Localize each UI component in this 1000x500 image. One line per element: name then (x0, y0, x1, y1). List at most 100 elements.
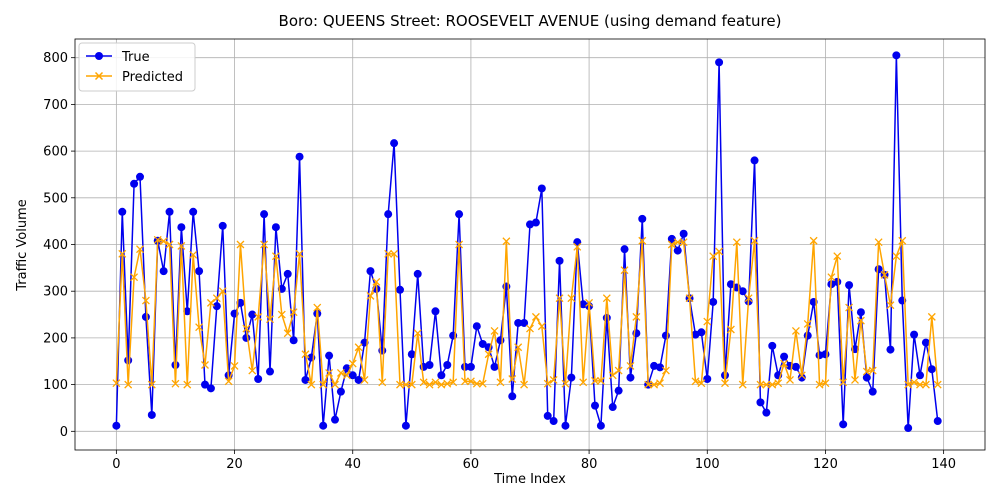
data-point-predicted (709, 252, 718, 261)
data-point-predicted (484, 350, 493, 359)
data-point-true (555, 256, 564, 265)
data-point-true (331, 415, 339, 424)
legend-box (78, 42, 196, 92)
data-point-true (543, 411, 552, 420)
data-point-true (656, 363, 664, 372)
data-point-predicted (585, 298, 594, 307)
data-point-true (697, 328, 706, 337)
data-point-true (514, 318, 523, 327)
data-point-predicted (390, 249, 399, 258)
x-tick-label: 20 (226, 457, 243, 472)
data-point-predicted (650, 380, 659, 389)
data-point-true (573, 238, 582, 247)
data-point-predicted (916, 380, 924, 389)
y-tick-label: 400 (43, 238, 68, 253)
data-point-predicted (153, 235, 162, 244)
data-point-predicted (526, 324, 534, 333)
data-point-predicted (490, 326, 499, 335)
data-point-true (567, 373, 576, 382)
legend-true-label: True (121, 50, 150, 65)
data-point-true (839, 420, 848, 429)
data-point-predicted (260, 240, 269, 249)
data-point-predicted (715, 247, 724, 256)
data-point-predicted (697, 379, 706, 388)
data-point-true (490, 362, 499, 371)
data-point-predicted (898, 236, 907, 245)
data-point-true (496, 336, 505, 345)
data-point-predicted (691, 377, 700, 386)
data-point-predicted (431, 378, 440, 387)
data-point-predicted (851, 375, 859, 384)
data-point-true (868, 387, 877, 396)
data-point-true (709, 297, 718, 306)
data-point-true (478, 339, 487, 348)
data-point-predicted (206, 298, 215, 307)
data-point-predicted (880, 270, 889, 279)
x-tick-label: 140 (931, 457, 956, 472)
data-point-predicted (307, 380, 316, 389)
data-point-predicted (319, 380, 328, 389)
y-tick-label: 500 (43, 191, 68, 206)
data-point-predicted (874, 238, 883, 247)
data-point-predicted (201, 361, 209, 369)
data-point-predicted (407, 380, 416, 389)
data-point-true (141, 312, 150, 321)
data-point-predicted (212, 294, 221, 303)
y-tick-label: 700 (43, 98, 68, 113)
data-point-true (384, 210, 393, 219)
data-point-predicted (413, 329, 422, 338)
data-point-true (738, 287, 747, 296)
data-point-predicted (780, 359, 789, 368)
data-point-predicted (549, 375, 558, 384)
data-point-predicted (756, 380, 765, 389)
data-point-predicted (661, 366, 670, 375)
data-point-predicted (543, 379, 552, 388)
legend-true-marker (95, 52, 103, 60)
data-point-true (561, 421, 570, 430)
data-point-true (260, 210, 269, 219)
data-point-predicted (626, 361, 635, 370)
x-tick-label: 40 (344, 457, 361, 472)
data-point-predicted (933, 380, 942, 389)
data-point-predicted (236, 240, 245, 249)
data-point-predicted (141, 296, 150, 305)
data-point-true (667, 234, 676, 243)
data-point-true (904, 424, 913, 433)
data-point-true (520, 318, 529, 327)
data-point-true (218, 221, 227, 230)
data-point-predicted (313, 303, 322, 312)
data-point-true (614, 386, 623, 395)
data-point-true (608, 403, 617, 412)
data-point-predicted (738, 380, 747, 389)
data-point-predicted (354, 343, 363, 352)
data-point-true (183, 307, 192, 316)
data-point-predicted (833, 252, 842, 261)
x-axis-ticks: 0 20 40 60 80 100 120 140 (112, 450, 956, 472)
data-point-predicted (786, 375, 794, 384)
y-tick-label: 800 (43, 51, 68, 66)
data-point-predicted (384, 249, 393, 258)
x-tick-label: 120 (813, 457, 838, 472)
data-point-true (195, 267, 204, 276)
data-point-predicted (283, 329, 292, 338)
data-point-predicted (189, 250, 198, 259)
y-tick-label: 300 (43, 285, 68, 300)
data-point-predicted (744, 294, 753, 303)
data-point-predicted (827, 273, 836, 282)
data-point-predicted (591, 376, 599, 385)
series-line-predicted (115, 239, 939, 386)
data-point-predicted (159, 237, 168, 246)
data-point-predicted (443, 379, 452, 388)
data-point-true (206, 384, 215, 393)
data-point-predicted (886, 301, 895, 310)
data-point-predicted (372, 277, 381, 286)
data-point-true (130, 179, 139, 188)
data-point-true (171, 360, 180, 369)
data-point-predicted (679, 238, 688, 247)
data-point-predicted (514, 343, 523, 352)
data-point-predicted (726, 325, 735, 334)
data-point-true (366, 267, 375, 276)
data-point-true (413, 269, 422, 278)
data-point-predicted (868, 366, 877, 375)
